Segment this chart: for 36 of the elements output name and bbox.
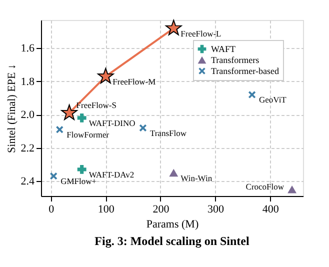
point [248,91,256,98]
point [77,113,86,122]
point [165,20,182,36]
annotation: WAFT-DINO [88,118,136,128]
legend-label: Transformers [211,55,260,65]
x-tick-label: 100 [98,204,115,216]
annotation: GeoViT [259,94,288,105]
x-tick-label: 0 [48,204,55,216]
point [77,164,86,174]
legend-label: Transformer-based [211,66,280,76]
annotation: TransFlow [150,128,188,138]
annotation: FreeFlow-M [112,76,156,86]
y-tick-label: 1.8 [20,76,35,88]
annotation: FreeFlow-L [180,28,222,38]
x-axis-title: Params (M) [146,218,199,230]
x-tick-label: 400 [262,204,280,216]
point [169,168,178,177]
legend-label: WAFT [211,44,236,54]
point [50,172,58,180]
caption: Fig. 3: Model scaling on Sintel [94,234,250,248]
y-tick-label: 2.0 [20,109,35,122]
point [56,126,64,134]
annotation: Win-Win [180,172,213,183]
x-tick-label: 300 [208,204,225,216]
annotation: FreeFlow-S [76,100,117,110]
point [98,68,114,84]
point [139,124,147,132]
y-tick-label: 2.4 [20,176,35,188]
y-tick-label: 2.2 [20,142,34,154]
x-tick-label: 200 [152,204,170,216]
annotation: FlowFormer [66,130,110,140]
y-tick-label: 1.6 [20,42,35,55]
annotation: CrocoFlow [246,181,285,192]
point [61,104,78,120]
y-axis-title: Sintel (Final) EPE ↓ [6,64,18,153]
point [288,185,297,194]
